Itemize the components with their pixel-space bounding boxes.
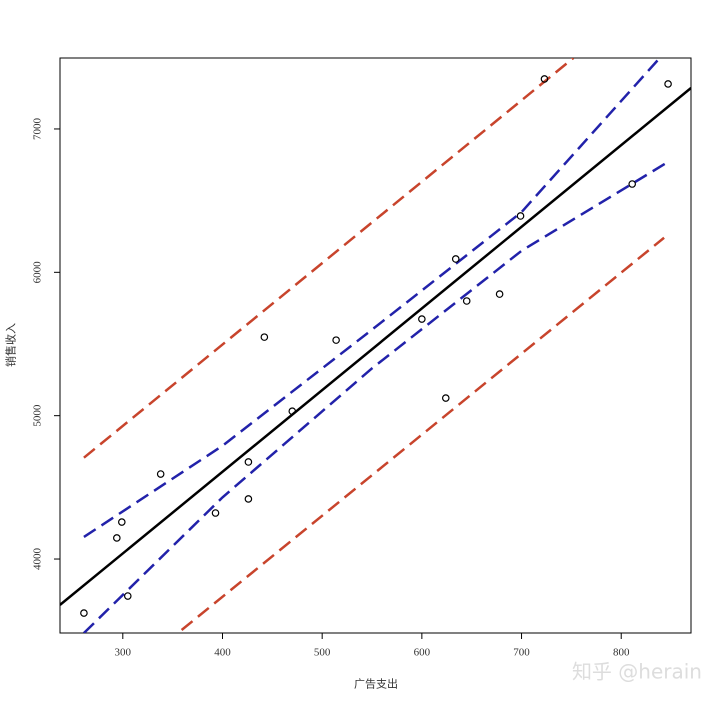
point xyxy=(244,495,253,503)
point xyxy=(260,333,269,341)
point xyxy=(628,180,636,188)
point xyxy=(80,609,88,617)
point xyxy=(113,534,121,542)
y-tick-label: 4000 xyxy=(32,548,44,571)
point xyxy=(516,212,525,220)
plot-area xyxy=(60,58,691,633)
point xyxy=(288,407,297,416)
x-tick-label: 700 xyxy=(513,647,530,659)
y-tick-label: 7000 xyxy=(32,117,44,140)
point xyxy=(462,297,471,305)
plot-frame xyxy=(59,57,692,634)
watermark: 知乎 @herain xyxy=(572,660,702,684)
x-tick-label: 600 xyxy=(414,647,431,659)
x-tick-label: 400 xyxy=(214,647,231,659)
x-tick-label: 500 xyxy=(314,647,331,659)
point xyxy=(123,592,132,600)
fit-line xyxy=(60,86,691,606)
point xyxy=(495,290,504,298)
point xyxy=(211,509,220,517)
y-tick-label: 6000 xyxy=(32,261,44,284)
y-tick-label: 5000 xyxy=(32,404,44,427)
point xyxy=(664,80,672,88)
point xyxy=(418,315,426,323)
band-line xyxy=(180,236,665,631)
point xyxy=(540,75,549,83)
x-axis-label: 广告支出 xyxy=(354,677,398,691)
point xyxy=(118,518,126,526)
x-tick-label: 300 xyxy=(115,647,132,659)
band-line xyxy=(83,58,575,459)
band-line xyxy=(83,160,669,633)
x-tick-label: 800 xyxy=(613,647,630,659)
y-axis-label: 销售收入 xyxy=(4,323,18,367)
point xyxy=(441,394,450,402)
point xyxy=(156,470,165,478)
point xyxy=(451,255,460,263)
point xyxy=(332,336,340,344)
band-line xyxy=(83,58,662,538)
point xyxy=(244,458,253,466)
